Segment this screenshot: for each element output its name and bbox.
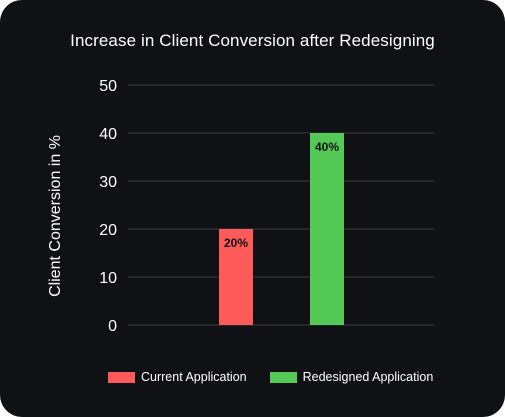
y-tick-label: 0: [108, 318, 117, 335]
legend-label-current: Current Application: [141, 370, 247, 384]
chart-title: Increase in Client Conversion after Rede…: [70, 31, 435, 50]
bar-data-label: 20%: [224, 236, 248, 250]
y-tick-label: 30: [99, 174, 117, 191]
legend: Current Application Redesigned Applicati…: [108, 370, 433, 384]
bar-redesigned: [310, 133, 344, 325]
legend-swatch-current: [108, 371, 135, 383]
legend-label-redesigned: Redesigned Application: [302, 370, 434, 384]
y-tick-label: 20: [99, 222, 117, 239]
y-tick-label: 40: [99, 126, 117, 143]
gridlines: [128, 84, 434, 326]
bar-data-label: 40%: [315, 140, 339, 154]
bar-current: [219, 229, 253, 325]
legend-item-current: Current Application: [108, 370, 247, 384]
y-tick-label: 50: [99, 78, 117, 95]
legend-item-redesigned: Redesigned Application: [269, 370, 434, 384]
y-axis-label: Client Conversion in %: [47, 135, 64, 297]
y-tick-label: 10: [99, 270, 117, 287]
bars: 20% 40%: [219, 133, 344, 325]
y-axis-ticks: 0 10 20 30 40 50: [99, 78, 117, 335]
legend-swatch-redesigned: [269, 371, 297, 383]
